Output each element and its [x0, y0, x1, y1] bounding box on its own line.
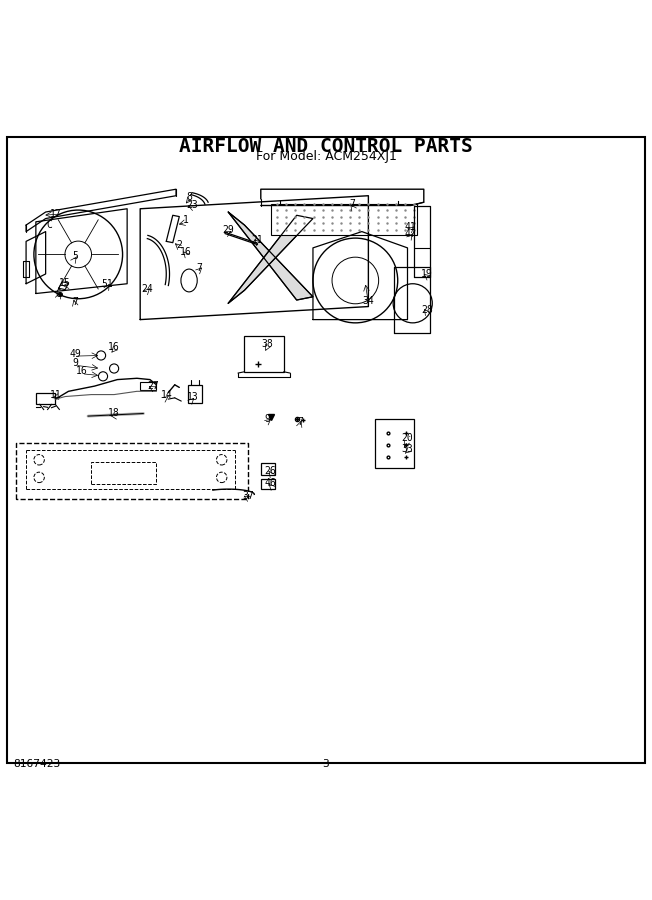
Text: 29: 29 — [222, 225, 234, 235]
Text: 14: 14 — [160, 391, 172, 401]
Text: 20: 20 — [402, 433, 413, 444]
Bar — [140, 382, 156, 390]
Bar — [261, 463, 275, 475]
Text: 7: 7 — [349, 199, 355, 209]
Text: 11: 11 — [50, 390, 61, 400]
Text: 41: 41 — [405, 222, 417, 232]
Text: 15: 15 — [59, 278, 71, 288]
Bar — [188, 385, 202, 403]
Text: 46: 46 — [265, 478, 276, 489]
Text: 51: 51 — [102, 279, 113, 290]
Text: 24: 24 — [141, 284, 153, 294]
Text: 5: 5 — [72, 251, 78, 261]
Text: 28: 28 — [421, 305, 433, 316]
Text: 13: 13 — [186, 392, 198, 402]
Text: 26: 26 — [265, 466, 276, 476]
Text: 8167423: 8167423 — [13, 760, 60, 770]
Text: 7: 7 — [297, 417, 303, 427]
Text: 21: 21 — [252, 235, 263, 245]
Text: AIRFLOW AND CONTROL PARTS: AIRFLOW AND CONTROL PARTS — [179, 138, 473, 157]
Text: 2: 2 — [176, 239, 183, 249]
Text: 16: 16 — [108, 342, 120, 352]
Bar — [36, 392, 55, 404]
Text: For Model: ACM254XJ1: For Model: ACM254XJ1 — [256, 150, 396, 163]
Text: 16: 16 — [180, 247, 192, 256]
Text: 49: 49 — [69, 348, 81, 358]
Text: 6: 6 — [55, 289, 62, 299]
Text: 7: 7 — [196, 263, 202, 273]
Text: 9: 9 — [264, 414, 271, 425]
Text: 34: 34 — [363, 296, 374, 306]
Text: 19: 19 — [421, 269, 433, 279]
Text: 1: 1 — [183, 215, 189, 225]
Text: 17: 17 — [50, 209, 61, 219]
Bar — [271, 203, 417, 235]
Text: 7: 7 — [72, 297, 78, 307]
Text: 18: 18 — [108, 409, 120, 419]
Polygon shape — [228, 212, 313, 300]
Bar — [375, 419, 414, 468]
Text: 23: 23 — [186, 200, 198, 210]
Text: 27: 27 — [147, 381, 159, 392]
Text: 3: 3 — [323, 760, 329, 770]
Text: 33: 33 — [402, 444, 413, 454]
Text: 37: 37 — [242, 491, 254, 500]
Text: C: C — [46, 220, 52, 230]
Bar — [261, 479, 275, 489]
Text: 9: 9 — [72, 357, 78, 367]
Text: 16: 16 — [76, 366, 87, 376]
Text: 8: 8 — [186, 192, 192, 202]
Text: 38: 38 — [261, 339, 273, 349]
Bar — [91, 462, 156, 484]
Text: 47: 47 — [405, 229, 417, 238]
Polygon shape — [228, 215, 313, 303]
Bar — [244, 336, 284, 372]
